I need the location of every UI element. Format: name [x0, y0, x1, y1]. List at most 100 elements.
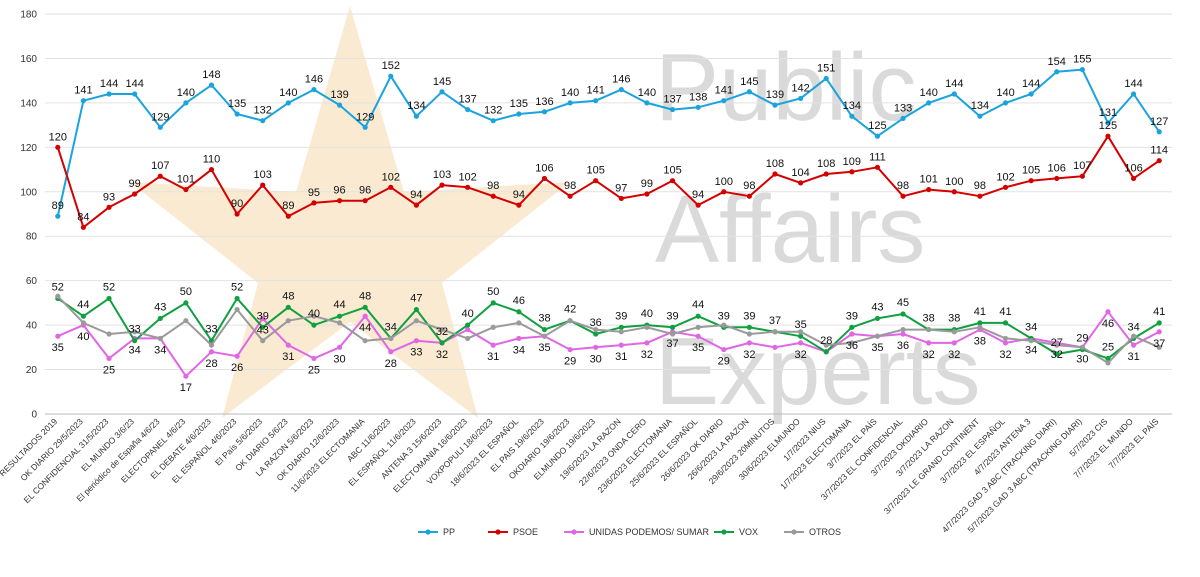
data-label: 34 — [1127, 321, 1139, 333]
data-label: 17 — [180, 382, 192, 394]
data-label: 44 — [359, 322, 371, 334]
data-point — [1105, 120, 1111, 126]
data-point — [311, 322, 317, 328]
data-point — [746, 340, 752, 346]
data-label: 40 — [641, 308, 653, 320]
watermark-line-1: Public — [655, 34, 916, 141]
data-point — [951, 189, 957, 195]
data-label: 152 — [382, 60, 400, 72]
series-pp — [55, 66, 1162, 219]
data-label: 140 — [279, 87, 297, 99]
data-label: 141 — [587, 85, 605, 97]
data-label: 30 — [1076, 353, 1088, 365]
data-point — [1130, 333, 1137, 339]
data-point — [618, 342, 624, 348]
data-label: 107 — [1073, 160, 1091, 172]
data-point — [772, 102, 778, 108]
data-point — [695, 104, 701, 110]
data-label: 40 — [77, 331, 89, 343]
y-tick-label: 40 — [26, 321, 38, 332]
data-label: 134 — [843, 100, 861, 112]
data-point — [516, 111, 522, 117]
series-otros — [55, 293, 1162, 366]
data-point — [336, 320, 343, 326]
data-point — [1156, 329, 1162, 335]
data-label: 36 — [846, 340, 858, 352]
data-point — [541, 175, 548, 182]
data-point — [157, 315, 163, 322]
data-label: 37 — [1153, 338, 1165, 350]
data-point — [439, 89, 445, 95]
data-label: 39 — [718, 310, 730, 322]
data-label: 31 — [282, 351, 294, 363]
data-label: 139 — [766, 89, 784, 101]
data-point — [106, 331, 112, 337]
data-point — [55, 333, 61, 339]
y-tick-label: 100 — [20, 187, 37, 198]
star-watermark — [130, 6, 570, 418]
data-label: 101 — [919, 174, 937, 186]
data-label: 84 — [77, 211, 89, 223]
y-tick-label: 180 — [20, 10, 37, 21]
legend-label: PSOE — [513, 527, 538, 537]
data-point — [900, 193, 906, 199]
data-label: 48 — [282, 290, 294, 302]
data-point — [362, 304, 368, 310]
data-label: 32 — [436, 326, 448, 338]
data-point — [106, 355, 112, 362]
data-point — [183, 186, 189, 193]
data-label: 89 — [282, 200, 294, 212]
data-point — [362, 313, 368, 319]
data-point — [1002, 100, 1009, 106]
data-point — [157, 335, 163, 342]
data-point — [849, 169, 855, 175]
data-point — [285, 100, 291, 106]
data-point — [1002, 184, 1009, 190]
data-label: 96 — [333, 185, 345, 197]
data-label: 89 — [52, 200, 64, 212]
data-label: 46 — [1102, 318, 1114, 330]
data-label: 129 — [151, 111, 169, 123]
data-point — [157, 173, 163, 179]
data-point — [1002, 320, 1009, 326]
data-point — [234, 353, 240, 359]
data-label: 34 — [1025, 344, 1037, 356]
data-point — [285, 318, 291, 324]
data-point — [80, 98, 87, 104]
data-label: 108 — [766, 158, 784, 170]
data-point — [80, 320, 87, 326]
data-point — [567, 100, 573, 106]
data-label: 35 — [692, 342, 704, 354]
data-point — [106, 204, 112, 210]
data-point — [208, 342, 215, 348]
data-point — [1079, 66, 1085, 73]
data-label: 99 — [641, 178, 653, 190]
data-label: 137 — [458, 94, 476, 106]
data-label: 90 — [231, 198, 243, 210]
data-point — [516, 309, 522, 315]
data-point — [80, 313, 87, 319]
data-point — [285, 304, 291, 310]
data-label: 93 — [103, 191, 115, 203]
data-label: 101 — [177, 174, 195, 186]
data-point — [234, 306, 240, 313]
data-point — [413, 306, 419, 313]
data-point — [183, 100, 189, 106]
data-point — [234, 295, 240, 302]
data-point — [746, 193, 752, 199]
data-point — [490, 193, 496, 199]
data-point — [336, 198, 343, 204]
data-point — [721, 346, 727, 353]
data-point — [849, 113, 855, 119]
data-point — [593, 98, 599, 104]
data-label: 141 — [74, 85, 92, 97]
data-label: 114 — [1150, 145, 1168, 157]
watermark-line-2: Affairs — [655, 176, 925, 283]
data-label: 98 — [487, 180, 499, 192]
data-point — [874, 333, 881, 339]
data-label: 132 — [484, 105, 502, 117]
data-label: 105 — [1022, 165, 1040, 177]
data-label: 46 — [513, 295, 525, 307]
data-point — [490, 300, 496, 306]
data-point — [951, 340, 957, 346]
